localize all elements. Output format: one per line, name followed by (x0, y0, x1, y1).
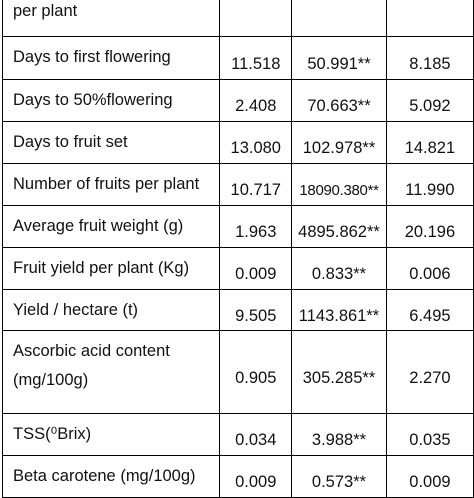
cell-value: 0.035 (409, 431, 451, 449)
value-cell: 8.185 (385, 36, 474, 80)
cell-value: 2.270 (409, 368, 451, 387)
row-label: (mg/100g) (13, 371, 89, 389)
row-label-cell: Fruit yield per plant (Kg) (1, 247, 221, 290)
row-label: Yield / hectare (t) (13, 301, 139, 319)
cell-value: 2.408 (235, 97, 277, 115)
table-row: Beta carotene (mg/100g) 0.009 0.573** 0.009 (1, 455, 474, 498)
cell-value: 0.006 (409, 265, 451, 283)
table-row: Ascorbic acid content (mg/100g) 0.905 305.2… (1, 330, 474, 414)
table-row: TSS(⁰Brix) 0.034 3.988** 0.035 (1, 413, 474, 456)
value-cell: 1143.861** (291, 289, 387, 331)
row-label-cell: Yield / hectare (t) (1, 289, 221, 331)
value-cell: 0.009 (385, 455, 474, 498)
value-cell: 0.833** (291, 247, 387, 290)
cell-value: 18090.380** (299, 182, 379, 199)
row-label: Days to 50%flowering (13, 91, 173, 109)
value-cell: 18090.380** (291, 163, 387, 206)
cell-value: 9.505 (235, 306, 277, 325)
cell-value: 0.034 (235, 431, 277, 449)
value-cell: 5.092 (385, 79, 474, 122)
cell-value: 305.285** (302, 368, 376, 387)
row-label-cell: Days to first flowering (1, 36, 221, 80)
value-cell (219, 0, 293, 37)
row-label-cell: Average fruit weight (g) (1, 205, 221, 248)
cell-value: 11.990 (405, 181, 455, 199)
row-label-cell: Days to fruit set (1, 121, 221, 164)
cell-value: 5.092 (409, 97, 451, 115)
cell-value: 4895.862** (298, 223, 380, 241)
table-row: Number of fruits per plant 10.717 18090.38… (1, 163, 474, 206)
cell-value: 50.991** (307, 54, 371, 73)
value-cell: 3.988** (291, 413, 387, 456)
table-row: Yield / hectare (t) 9.505 1143.861** 6.495 (1, 289, 474, 331)
value-cell: 10.717 (219, 163, 293, 206)
table-row: Fruit yield per plant (Kg) 0.009 0.833** 0.… (1, 247, 474, 290)
row-label-cell: TSS(⁰Brix) (1, 413, 221, 456)
value-cell: 0.009 (219, 455, 293, 498)
table-row: Days to fruit set 13.080 102.978** 14.821 (1, 121, 474, 164)
value-cell: 1.963 (219, 205, 293, 248)
value-cell: 70.663** (291, 79, 387, 122)
value-cell: 9.505 (219, 289, 293, 331)
row-label: Ascorbic acid content (13, 342, 170, 360)
value-cell: 2.270 (385, 330, 474, 414)
row-label: Beta carotene (mg/100g) (13, 467, 196, 485)
row-label: Days to fruit set (13, 133, 128, 151)
value-cell: 305.285** (291, 330, 387, 414)
cell-value: 1143.861** (298, 306, 380, 325)
cell-value: 10.717 (230, 181, 281, 199)
row-label: TSS(⁰Brix) (13, 425, 92, 443)
cell-value: 0.009 (235, 265, 277, 283)
cell-value: 13.080 (230, 139, 281, 157)
row-label: Fruit yield per plant (Kg) (13, 259, 190, 277)
value-cell: 20.196 (385, 205, 474, 248)
cell-value: 20.196 (404, 223, 456, 241)
value-cell: 0.573** (291, 455, 387, 498)
cell-value: 0.905 (235, 368, 277, 387)
cell-value: 3.988** (311, 431, 367, 449)
cell-value: 14.821 (404, 139, 456, 157)
table-row: Days to 50%flowering 2.408 70.663** 5.092 (1, 79, 474, 122)
value-cell: 50.991** (291, 36, 387, 80)
value-cell (291, 0, 387, 37)
value-cell: 11.990 (385, 163, 474, 206)
row-label: per plant (13, 2, 78, 20)
value-cell: 13.080 (219, 121, 293, 164)
cell-value: 70.663** (307, 97, 371, 115)
cell-value: 0.009 (235, 473, 277, 491)
cell-value: 0.009 (409, 473, 451, 491)
table-row: per plant (1, 0, 474, 37)
value-cell: 0.905 (219, 330, 293, 414)
row-label: Average fruit weight (g) (13, 217, 184, 235)
cell-value: 6.495 (409, 306, 451, 325)
cell-value: 102.978** (302, 139, 376, 157)
value-cell: 0.009 (219, 247, 293, 290)
cell-value: 1.963 (235, 223, 277, 241)
value-cell: 0.034 (219, 413, 293, 456)
value-cell: 2.408 (219, 79, 293, 122)
value-cell: 0.035 (385, 413, 474, 456)
cell-value: 0.833** (311, 265, 367, 283)
value-cell: 11.518 (219, 36, 293, 80)
row-label-cell: Number of fruits per plant (1, 163, 221, 206)
value-cell: 6.495 (385, 289, 474, 331)
row-label: Number of fruits per plant (13, 175, 200, 193)
value-cell: 4895.862** (291, 205, 387, 248)
cell-value: 8.185 (409, 54, 451, 73)
row-label: Days to first flowering (13, 48, 171, 66)
row-label-cell: Days to 50%flowering (1, 79, 221, 122)
value-cell (385, 0, 474, 37)
table-row: Average fruit weight (g) 1.963 4895.862** 2… (1, 205, 474, 248)
row-label-cell: per plant (1, 0, 221, 37)
row-label-cell: Beta carotene (mg/100g) (1, 455, 221, 498)
table-row: Days to first flowering 11.518 50.991** 8.1… (1, 36, 474, 80)
row-label-cell: Ascorbic acid content (mg/100g) (1, 330, 221, 414)
value-cell: 14.821 (385, 121, 474, 164)
cell-value: 11.518 (231, 54, 281, 73)
value-cell: 0.006 (385, 247, 474, 290)
value-cell: 102.978** (291, 121, 387, 164)
cell-value: 0.573** (311, 473, 367, 491)
